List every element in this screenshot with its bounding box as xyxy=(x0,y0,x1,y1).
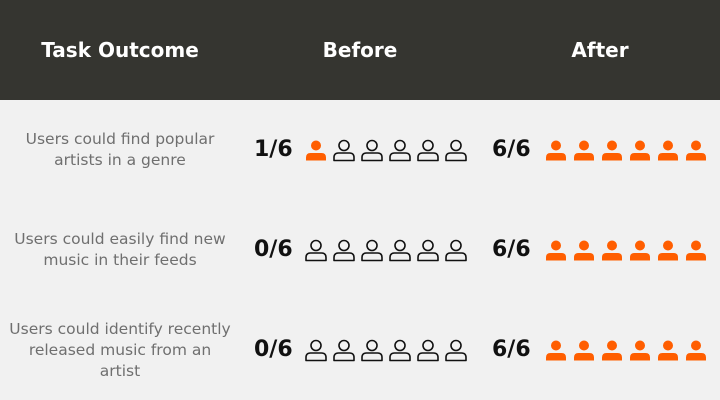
person-outline-icon xyxy=(333,239,355,262)
person-filled-icon xyxy=(574,140,594,161)
person-outline-icon xyxy=(389,239,411,262)
after-icons xyxy=(544,138,712,162)
table-row: Users could find popular artists in a ge… xyxy=(0,100,720,200)
person-filled-icon xyxy=(630,140,650,161)
after-icons xyxy=(544,338,712,362)
before-icons xyxy=(304,138,472,162)
table-row: Users could identify recently released m… xyxy=(0,300,720,400)
header-task-outcome: Task Outcome xyxy=(41,38,199,62)
person-outline-icon xyxy=(445,339,467,362)
before-fraction: 0/6 xyxy=(254,237,293,262)
person-filled-icon xyxy=(686,140,706,161)
person-filled-icon xyxy=(658,140,678,161)
person-filled-icon xyxy=(686,240,706,261)
person-filled-icon xyxy=(546,240,566,261)
person-filled-icon xyxy=(658,240,678,261)
person-outline-icon xyxy=(305,239,327,262)
person-filled-icon xyxy=(306,140,326,161)
person-filled-icon xyxy=(630,340,650,361)
person-filled-icon xyxy=(686,340,706,361)
person-filled-icon xyxy=(658,340,678,361)
after-fraction: 6/6 xyxy=(492,137,531,162)
person-outline-icon xyxy=(361,239,383,262)
person-outline-icon xyxy=(333,139,355,162)
after-fraction: 6/6 xyxy=(492,337,531,362)
header-before: Before xyxy=(322,38,398,62)
before-icons xyxy=(304,338,472,362)
person-filled-icon xyxy=(630,240,650,261)
before-fraction: 1/6 xyxy=(254,137,293,162)
person-filled-icon xyxy=(602,340,622,361)
person-outline-icon xyxy=(333,339,355,362)
person-outline-icon xyxy=(361,139,383,162)
task-label: Users could easily find new music in the… xyxy=(14,230,226,269)
task-label: Users could identify recently released m… xyxy=(9,319,231,380)
person-outline-icon xyxy=(305,339,327,362)
person-outline-icon xyxy=(389,339,411,362)
person-outline-icon xyxy=(361,339,383,362)
person-filled-icon xyxy=(546,140,566,161)
table-header: Task Outcome Before After xyxy=(0,0,720,100)
person-outline-icon xyxy=(417,339,439,362)
person-outline-icon xyxy=(389,139,411,162)
after-icons xyxy=(544,238,712,262)
before-fraction: 0/6 xyxy=(254,337,293,362)
before-icons xyxy=(304,238,472,262)
table-row: Users could easily find new music in the… xyxy=(0,200,720,300)
person-outline-icon xyxy=(417,239,439,262)
task-label: Users could find popular artists in a ge… xyxy=(25,130,215,169)
person-filled-icon xyxy=(546,340,566,361)
after-fraction: 6/6 xyxy=(492,237,531,262)
header-after: After xyxy=(571,38,629,62)
person-outline-icon xyxy=(417,139,439,162)
person-filled-icon xyxy=(602,240,622,261)
person-filled-icon xyxy=(574,340,594,361)
person-outline-icon xyxy=(445,139,467,162)
person-filled-icon xyxy=(602,140,622,161)
person-filled-icon xyxy=(574,240,594,261)
person-outline-icon xyxy=(445,239,467,262)
